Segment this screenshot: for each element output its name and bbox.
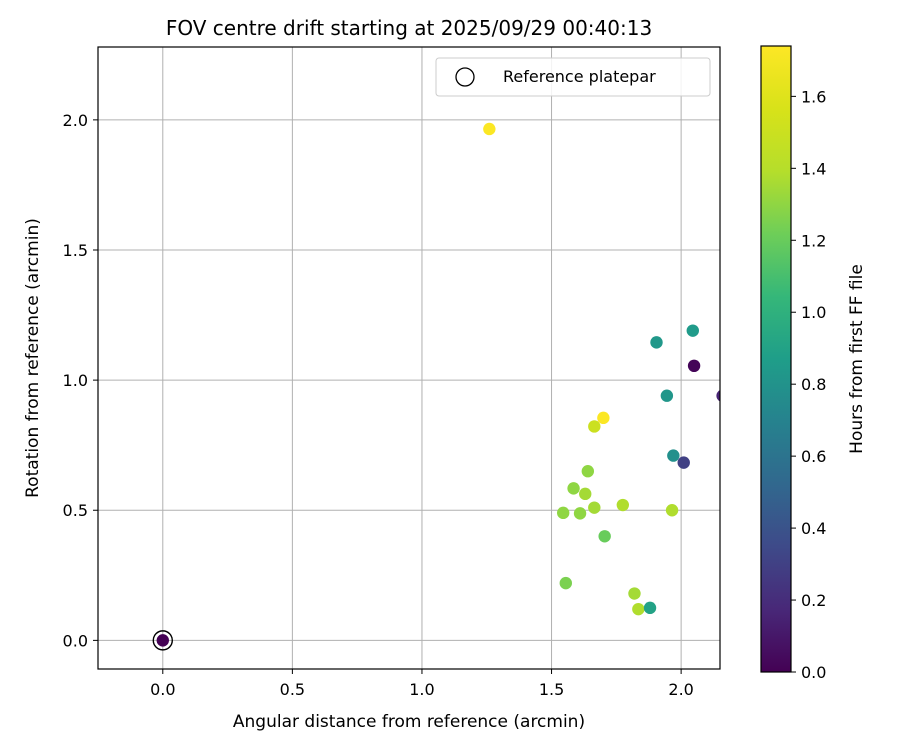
x-tick-label: 1.0 xyxy=(409,680,434,699)
y-tick-label: 0.0 xyxy=(63,631,88,650)
legend-entry-reference-platepar: Reference platepar xyxy=(503,67,656,86)
colorbar-tick-label: 1.0 xyxy=(801,303,826,322)
colorbar-strip xyxy=(760,45,792,673)
scatter-point xyxy=(156,634,169,647)
y-axis-label: Rotation from reference (arcmin) xyxy=(23,218,43,498)
colorbar-tick-label: 1.2 xyxy=(801,231,826,250)
scatter-point xyxy=(616,498,630,512)
colorbar-tick-label: 0.0 xyxy=(801,663,826,682)
chart-title: FOV centre drift starting at 2025/09/29 … xyxy=(166,16,652,40)
colorbar-tick-label: 0.2 xyxy=(801,591,826,610)
y-tick-label: 0.5 xyxy=(63,501,88,520)
scatter-point xyxy=(597,411,610,425)
colorbar-tick-label: 0.6 xyxy=(801,447,826,466)
scatter-point xyxy=(665,504,679,517)
scatter-point xyxy=(573,507,587,520)
scatter-point xyxy=(687,359,701,373)
scatter-point xyxy=(579,487,592,501)
colorbar-tick-label: 1.4 xyxy=(801,159,826,178)
scatter-point xyxy=(567,482,580,495)
reference-platepar-marker xyxy=(152,630,173,651)
x-axis-ticks: 0.0 0.5 1.0 1.5 2.0 xyxy=(150,669,694,699)
legend-reference-marker xyxy=(455,67,475,87)
y-tick-label: 2.0 xyxy=(63,111,88,130)
x-tick-label: 2.0 xyxy=(668,680,693,699)
plot-frame xyxy=(97,46,721,670)
scatter-point xyxy=(588,420,601,433)
colorbar-label: Hours from first FF file xyxy=(847,264,867,454)
x-tick-label: 0.5 xyxy=(280,680,305,699)
colorbar-tick-label: 1.6 xyxy=(801,87,826,106)
scatter-point xyxy=(632,602,645,616)
scatter-point xyxy=(557,506,570,520)
scatter-point xyxy=(660,389,674,402)
x-axis-label: Angular distance from reference (arcmin) xyxy=(233,712,585,732)
y-tick-label: 1.5 xyxy=(63,241,88,260)
legend: Reference platepar xyxy=(435,57,711,97)
colorbar-tick-label: 0.8 xyxy=(801,375,826,394)
scatter-point xyxy=(686,324,699,337)
scatter-point xyxy=(628,587,641,600)
scatter-point xyxy=(677,456,690,469)
scatter-point xyxy=(581,465,595,478)
scatter-point xyxy=(559,576,572,590)
scatter-point xyxy=(650,336,663,349)
scatter-point xyxy=(483,122,496,136)
y-tick-label: 1.0 xyxy=(63,371,88,390)
scatter-points xyxy=(156,122,720,647)
y-axis-ticks: 0.0 0.5 1.0 1.5 2.0 xyxy=(63,111,98,650)
reference-marker-layer xyxy=(152,630,173,651)
scatter-point xyxy=(598,530,611,543)
colorbar-ticks: 0.0 0.2 0.4 0.6 0.8 1.0 1.2 1.4 1.6 xyxy=(791,87,826,682)
scatter-point xyxy=(667,449,680,462)
x-tick-label: 1.5 xyxy=(539,680,564,699)
grid xyxy=(98,47,720,669)
scatter-point xyxy=(588,501,601,514)
scatter-point xyxy=(643,601,657,615)
legend-box xyxy=(435,57,711,97)
colorbar-tick-label: 0.4 xyxy=(801,519,826,538)
scatter-point xyxy=(716,390,720,402)
colorbar: 0.0 0.2 0.4 0.6 0.8 1.0 1.2 1.4 1.6 Hours from f… xyxy=(760,45,867,682)
x-tick-label: 0.0 xyxy=(150,680,175,699)
